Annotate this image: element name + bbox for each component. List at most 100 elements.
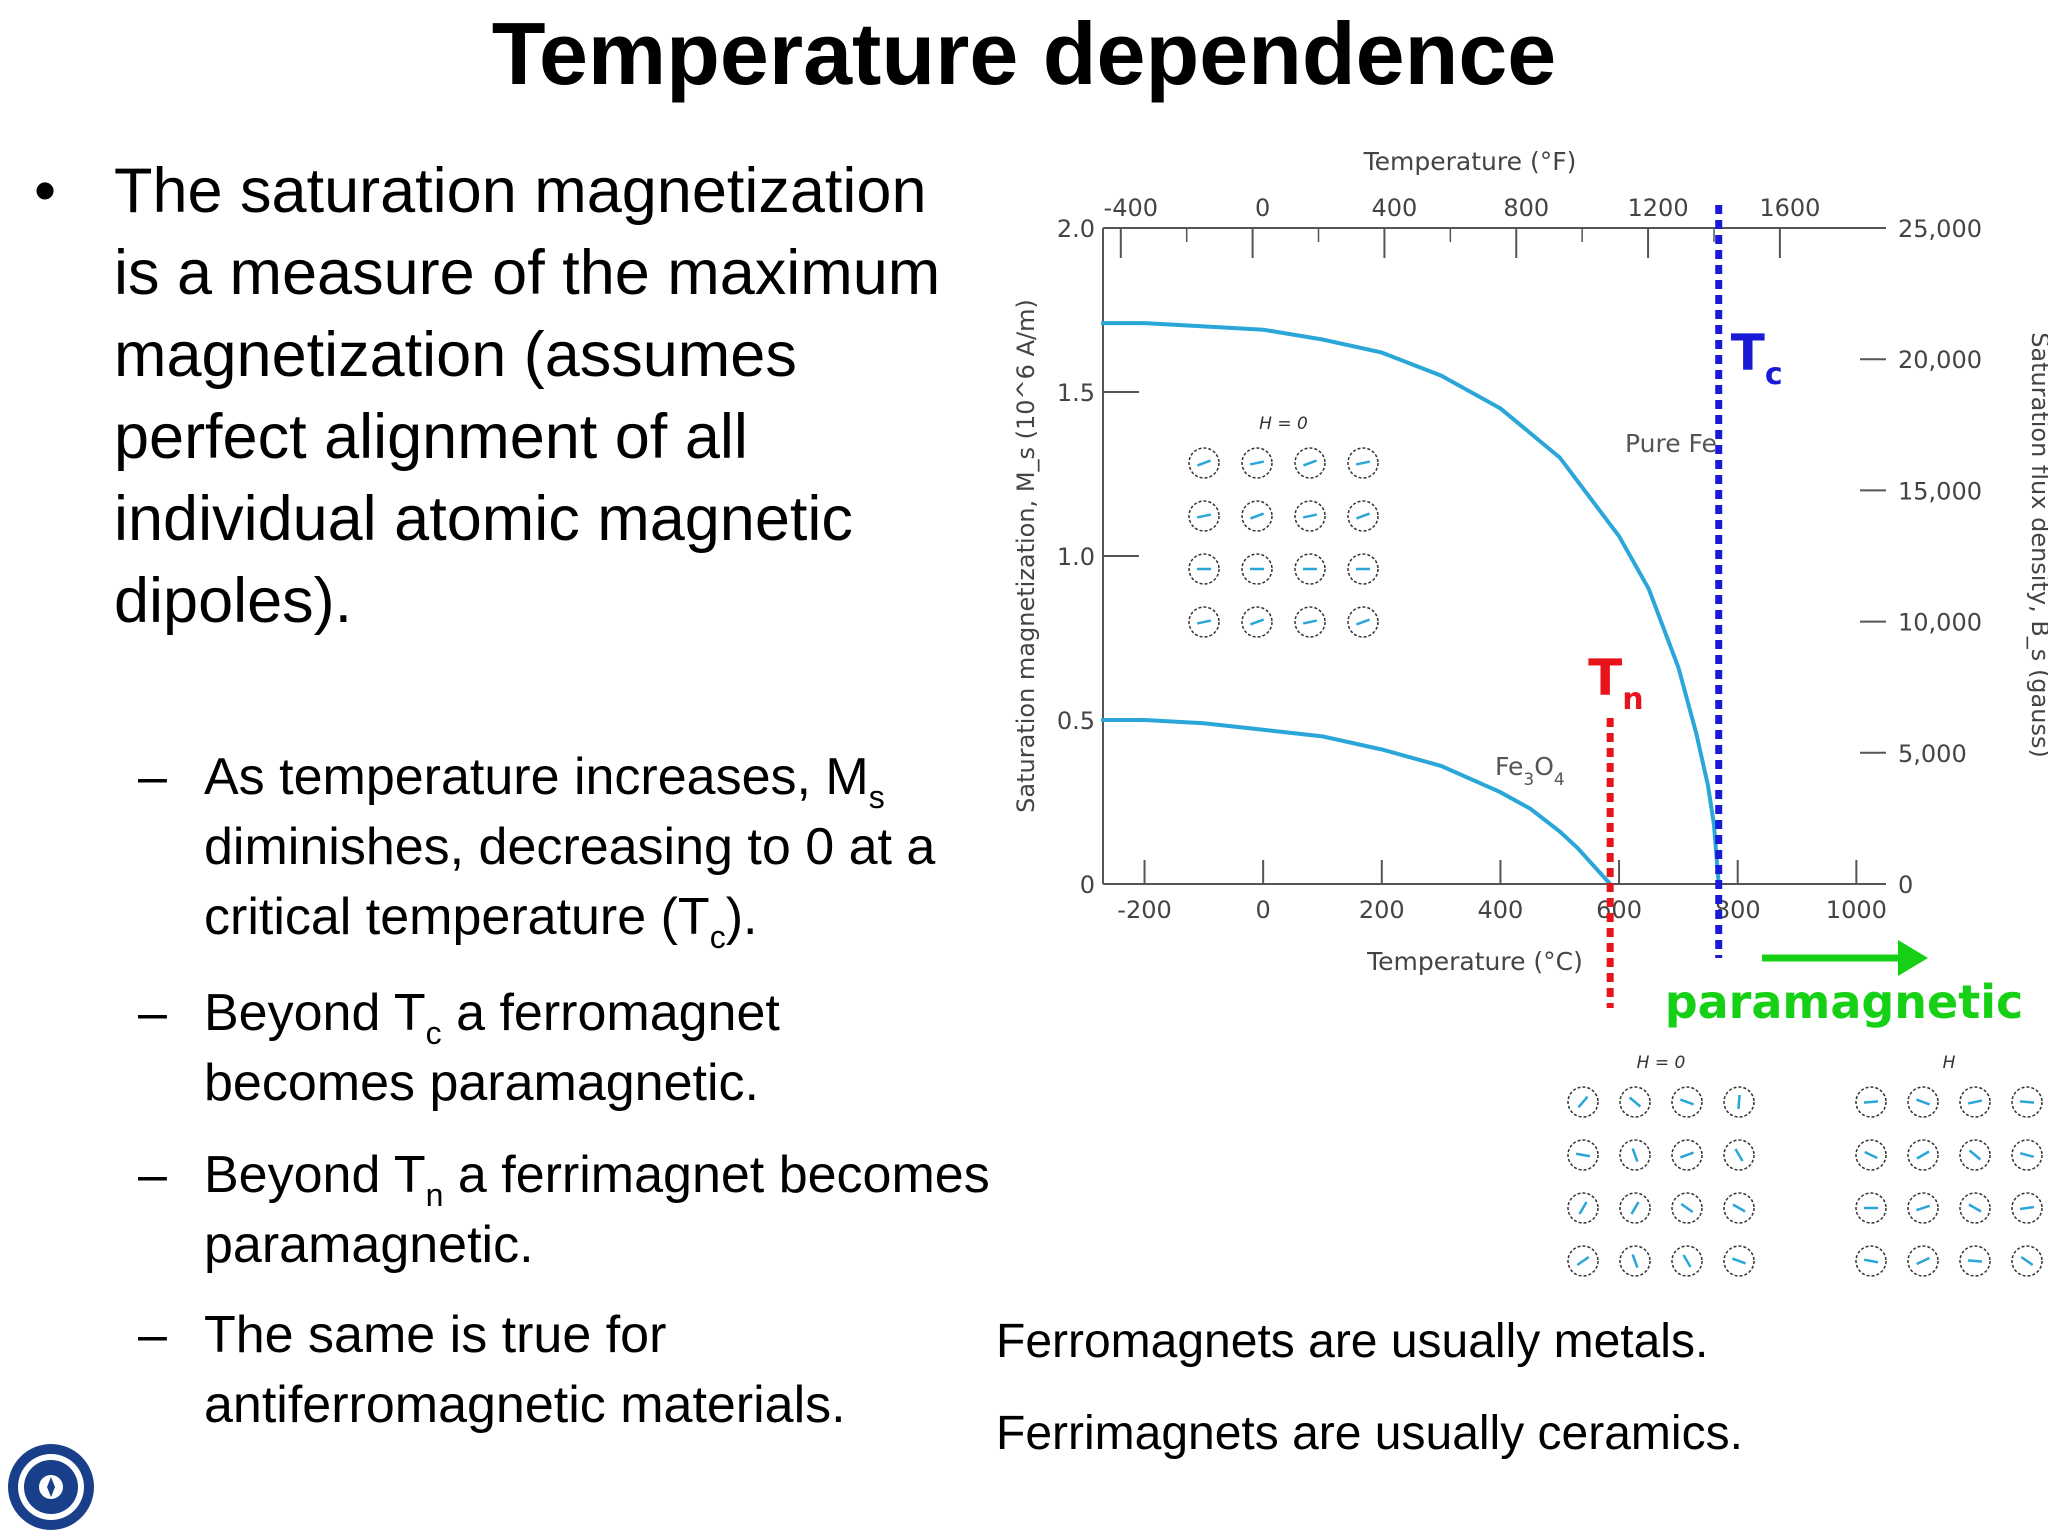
atom-site — [1671, 1086, 1703, 1118]
y2-tick-label: 20,000 — [1898, 346, 1982, 374]
sub-bullet-4: The same is true for antiferromagnetic m… — [204, 1306, 846, 1434]
spin-arrow — [2019, 1205, 2035, 1211]
paramagnetic-arrow-head — [1898, 940, 1928, 976]
spin-arrow — [1731, 1257, 1747, 1265]
spin-arrow — [1682, 1254, 1692, 1268]
series-label-pure-fe: Pure Fe — [1625, 429, 1717, 458]
curves: Pure Fe Fe3O4 — [1101, 321, 1721, 886]
y2-tick-label: 0 — [1898, 871, 1913, 899]
axes: -200 0 200 400 600 800 1000 Temperature (°C) -40… — [1012, 147, 2048, 976]
atom-site — [1188, 447, 1220, 479]
y-tick-label: 1.5 — [1057, 379, 1095, 407]
atom-site — [2011, 1245, 2043, 1277]
spin-arrow — [1575, 1152, 1591, 1158]
sub-bullet-dash: – — [138, 1306, 167, 1364]
atom-site — [1959, 1086, 1991, 1118]
atom-site — [1188, 606, 1220, 638]
atom-site — [1188, 553, 1220, 585]
atom-site — [1907, 1245, 1939, 1277]
spin-arrow — [1196, 513, 1212, 519]
atom-site — [1907, 1086, 1939, 1118]
atom-site — [1567, 1245, 1599, 1277]
atom-site — [1294, 500, 1326, 532]
spin-arrow — [1737, 1094, 1741, 1110]
paramagnetic-label: paramagnetic — [1665, 975, 2024, 1029]
y2-axis-label: Saturation flux density, B_s (gauss) — [2026, 332, 2048, 758]
spin-arrow — [2020, 1255, 2034, 1267]
atom-site — [1567, 1086, 1599, 1118]
spin-arrow — [1916, 1150, 1930, 1160]
x-axis-label: Temperature (°C) — [1366, 947, 1583, 976]
x2-tick-label: 1600 — [1759, 194, 1820, 222]
inset-field-label: H = 0 — [1259, 414, 1308, 434]
spin-arrow — [1196, 619, 1212, 625]
y-tick-label: 0.5 — [1057, 707, 1095, 735]
spin-arrow — [1967, 1099, 1983, 1105]
x2-tick-label: 1200 — [1628, 194, 1689, 222]
spin-arrow — [1679, 1151, 1695, 1159]
atom-site — [1619, 1139, 1651, 1171]
series-label-fe3o4: Fe3O4 — [1495, 752, 1565, 790]
sub-bullet-dash: – — [138, 748, 167, 806]
atom-site — [1671, 1139, 1703, 1171]
x-tick-label: 400 — [1478, 896, 1524, 924]
spin-arrow — [1864, 1150, 1878, 1160]
atom-site — [1855, 1086, 1887, 1118]
spin-arrow — [1680, 1202, 1694, 1214]
x-tick-label: 0 — [1256, 896, 1271, 924]
x2-axis-label: Temperature (°F) — [1363, 147, 1577, 176]
x-tick-label: 200 — [1359, 896, 1405, 924]
atom-site — [1241, 447, 1273, 479]
spin-arrow — [1628, 1096, 1642, 1108]
sub-bullet-2: Beyond Tc a ferromagnet becomes paramagn… — [204, 984, 780, 1112]
spin-arrow — [1249, 618, 1265, 626]
atom-site — [1855, 1139, 1887, 1171]
x-tick-label: 600 — [1596, 896, 1642, 924]
sub-bullet-dash: – — [138, 984, 167, 1042]
spin-arrow — [1915, 1098, 1931, 1106]
sub-bullet-1: As temperature increases, Ms diminishes,… — [204, 748, 936, 955]
atom-site — [1241, 606, 1273, 638]
spin-arrow — [1249, 512, 1265, 520]
spin-arrow — [1576, 1255, 1590, 1267]
spin-insets: H = 0 H = 0 H — [1188, 414, 2043, 1277]
spin-arrow — [1249, 460, 1265, 466]
x-tick-label: 800 — [1715, 896, 1761, 924]
atom-site — [1241, 500, 1273, 532]
x2-tick-label: -400 — [1104, 194, 1158, 222]
inset-field-label: H = 0 — [1637, 1053, 1686, 1073]
y-tick-label: 1.0 — [1057, 543, 1095, 571]
note-ferromagnets: Ferromagnets are usually metals. — [996, 1315, 1709, 1368]
atom-site — [1959, 1192, 1991, 1224]
marker-label-tc: Tc — [1731, 324, 1783, 392]
inset-random-h0: H = 0 — [1567, 1053, 1755, 1277]
sub-bullet-dash: – — [138, 1146, 167, 1204]
atom-site — [1567, 1192, 1599, 1224]
atom-site — [1907, 1192, 1939, 1224]
y-axis-label: Saturation magnetization, M_s (10^6 A/m) — [1012, 299, 1040, 813]
slide-title: Temperature dependence — [491, 4, 1557, 103]
spin-arrow — [1915, 1204, 1931, 1212]
atom-site — [1723, 1086, 1755, 1118]
spin-arrow — [2019, 1151, 2035, 1159]
sub-bullet-3: Beyond Tn a ferrimagnet becomes paramagn… — [204, 1146, 990, 1274]
atom-site — [1907, 1139, 1939, 1171]
x2-tick-label: 800 — [1503, 194, 1549, 222]
university-seal-logo — [8, 1444, 94, 1530]
x-tick-label: 1000 — [1826, 896, 1887, 924]
atom-site — [1959, 1139, 1991, 1171]
spin-arrow — [1631, 1253, 1639, 1269]
y2-tick-label: 25,000 — [1898, 215, 1982, 243]
atom-site — [1855, 1192, 1887, 1224]
inset-partial-h: H — [1855, 1053, 2043, 1277]
spin-arrow — [1302, 459, 1318, 467]
atom-site — [1294, 447, 1326, 479]
x2-tick-label: 0 — [1255, 194, 1270, 222]
atom-site — [1347, 606, 1379, 638]
inset-aligned-domain: H = 0 — [1188, 414, 1379, 638]
atom-site — [1188, 500, 1220, 532]
y2-tick-label: 5,000 — [1898, 740, 1967, 768]
spin-arrow — [1863, 1100, 1879, 1104]
y2-tick-label: 10,000 — [1898, 609, 1982, 637]
